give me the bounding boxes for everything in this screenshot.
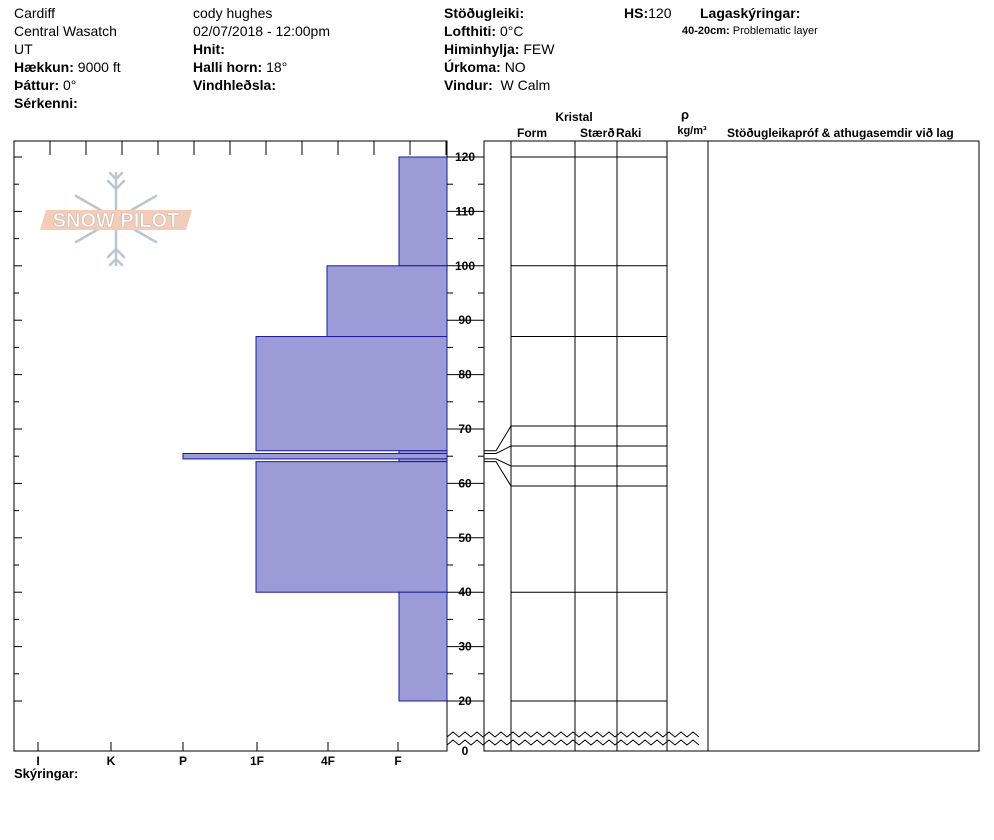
precip-row: Úrkoma: NO [444, 59, 526, 75]
slope-row: Halli horn: 18° [193, 59, 288, 75]
top-ticks [49, 141, 447, 155]
elevation-row: Hækkun: 9000 ft [14, 59, 121, 75]
hardness-axis: I K P 1F 4F F [36, 742, 402, 768]
depth-tick-label: 30 [458, 640, 472, 654]
depth-tick-label: 40 [458, 585, 472, 599]
stability-row: Stöðugleiki: [444, 5, 525, 21]
header-size: Stærð [580, 126, 615, 140]
layer-connector [484, 425, 512, 452]
header-moisture: Raki [616, 126, 641, 140]
layer-connector [484, 445, 512, 454]
aspect-row: Þáttur: 0° [14, 77, 77, 93]
wind-loading-row: Vindhleðsla: [193, 77, 276, 93]
hardness-bar-2 [255, 336, 448, 452]
left-ticks [14, 156, 22, 702]
wind-row: Vindur: W Calm [444, 77, 551, 93]
special-row: Sérkenni: [14, 95, 78, 111]
location-line2: Central Wasatch [14, 23, 117, 39]
depth-tick-label: 50 [458, 531, 472, 545]
hardness-bar-7 [398, 591, 448, 702]
coords-row: Hnit: [193, 41, 225, 57]
observation-datetime: 02/07/2018 - 12:00pm [193, 23, 330, 39]
depth-tick-label: 110 [455, 204, 475, 218]
layer-connector [484, 461, 512, 487]
depth-tick-label: 90 [458, 313, 472, 327]
airtemp-row: Lofthiti: 0°C [444, 23, 524, 39]
snowpilot-logo: SNOW PILOT [40, 171, 192, 267]
hardness-bar-6 [255, 461, 448, 593]
hardness-tick-label: F [394, 754, 401, 768]
depth-tick-label: 60 [458, 476, 472, 490]
header-form: Form [517, 126, 547, 140]
header-col-weather: Stöðugleiki: Lofthiti: 0°C Himinhylja: F… [444, 4, 554, 94]
svg-text:SNOW PILOT: SNOW PILOT [53, 210, 180, 232]
depth-tick-label: 20 [458, 694, 472, 708]
hs-row: HS:120 [624, 5, 672, 21]
hardness-tick-label: K [107, 754, 116, 768]
header-col-observer: cody hughes 02/07/2018 - 12:00pm Hnit: H… [193, 4, 330, 94]
hardness-tick-label: I [36, 754, 39, 768]
header-density-unit: kg/m³ [677, 125, 707, 137]
depth-axis: 0 20 30 40 50 60 70 80 90 100 110 120 [447, 150, 484, 758]
hardness-bars [182, 156, 448, 702]
header-comments: Stöðugleikapróf & athugasemdir við lag [727, 126, 954, 140]
header-rho: ρ [681, 107, 689, 122]
hardness-tick-label: 1F [250, 754, 264, 768]
sky-row: Himinhylja: FEW [444, 41, 555, 57]
depth-tick-label: 100 [455, 259, 475, 273]
observer-name: cody hughes [193, 5, 273, 21]
location-line1: Cardiff [14, 5, 55, 21]
location-line3: UT [14, 41, 33, 57]
header-col-location: Cardiff Central Wasatch UT Hækkun: 9000 … [14, 4, 121, 112]
crystal-table [483, 140, 709, 752]
hardness-tick-label: 4F [321, 754, 335, 768]
hardness-bar-0 [398, 156, 448, 267]
depth-tick-label: 0 [462, 744, 469, 758]
hardness-bar-1 [326, 265, 448, 338]
legend-title: Lagaskýringar: [700, 5, 801, 21]
hardness-tick-label: P [179, 754, 187, 768]
depth-tick-label: 120 [455, 150, 475, 164]
header-kristal: Kristal [555, 110, 592, 124]
footer-label: Skýringar: [14, 766, 78, 781]
comments-box [707, 140, 980, 752]
legend-entry: 40-20cm: Problematic layer [682, 25, 818, 37]
depth-tick-label: 70 [458, 422, 472, 436]
layer-connector [484, 458, 512, 467]
depth-tick-label: 80 [458, 368, 472, 382]
hardness-bar-4 [182, 452, 448, 460]
axis-break [446, 731, 700, 746]
